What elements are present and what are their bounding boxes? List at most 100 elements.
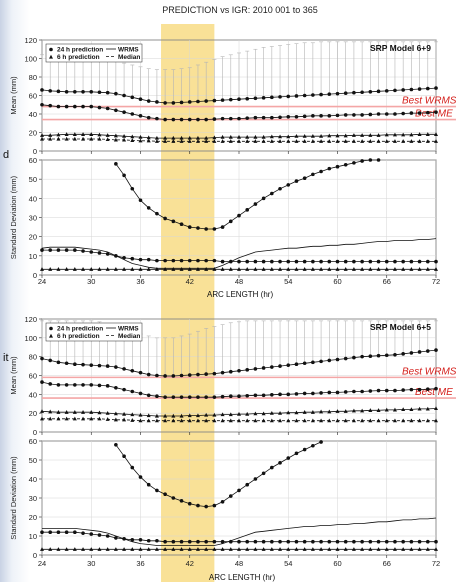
bottom-std-data-point [138,547,143,551]
bottom-mean-data-point [311,360,315,365]
top-mean-data-point [212,139,217,143]
bottom-mean-data-point [113,417,118,422]
top-std-data-point [351,267,356,271]
bottom-mean-data-point [130,389,135,394]
top-std-data-point [335,164,340,169]
bottom-mean-data-point [228,412,233,417]
top-mean-data-point [228,139,233,143]
bottom-std-data-point [212,539,217,544]
top-mean-tick-label-y: 60 [29,92,37,101]
top-mean-data-point [278,95,282,99]
top-mean-data-point [196,99,200,104]
top-std-data-point [343,162,348,167]
top-std-data-point [327,259,332,264]
bottom-mean-data-point [245,411,250,416]
top-std-data-point [327,267,332,271]
top-std-data-point [187,225,192,229]
top-mean-data-point [294,139,299,143]
bottom-mean-data-point [130,368,135,373]
top-mean-data-point [302,134,307,138]
top-std-data-point [368,267,373,271]
x-tick-label: 30 [87,277,95,286]
top-mean-data-point [261,134,266,139]
top-std-data-point [237,213,241,218]
bottom-std-tick-label-y: 10 [29,532,37,541]
bottom-mean-data-point [302,418,307,423]
bottom-mean-data-point [294,362,299,367]
top-mean-data-point [327,139,332,143]
top-mean-data-point [146,99,151,103]
bottom-std-data-point [155,538,159,543]
legend-label: 6 h prediction [57,54,100,61]
bottom-std-data-point [220,547,225,551]
top-mean-data-point [220,98,225,102]
bottom-mean-data-point [138,370,143,375]
top-mean-data-point [434,86,438,90]
bottom-mean-data-point [376,388,381,393]
bottom-mean-data-point [368,389,373,393]
top-mean-data-point [261,96,266,100]
bottom-std-data-point [105,534,110,538]
top-mean-data-point [360,113,364,117]
top-std-data-point [89,250,94,254]
top-mean-data-point [138,138,143,143]
bottom-mean-data-point [72,416,77,421]
bottom-mean-data-point [253,411,258,416]
bottom-mean-data-point [163,418,168,423]
bottom-mean-data-point [425,349,430,353]
bottom-std-data-point [195,547,200,551]
legend-label: 24 h prediction [57,326,103,333]
bottom-mean-data-point [327,409,332,414]
bottom-mean-data-point [146,393,151,398]
bottom-mean-data-point [319,359,323,364]
bottom-mean-data-point [351,418,356,423]
top-mean-data-point [64,136,69,141]
bottom-mean-data-point [319,391,323,395]
top-mean-data-point [130,138,135,142]
bottom-mean-data-point [335,390,340,395]
top-mean-tick-label-y: 100 [24,55,37,64]
bottom-mean-data-point [384,418,389,423]
bottom-std-tick-label-y: 50 [29,456,37,465]
bottom-mean-data-point [179,395,184,399]
top-mean-data-point [302,114,307,119]
bottom-mean-data-point [294,410,299,415]
top-std-data-point [302,259,307,264]
bottom-mean-data-point [105,410,110,415]
top-mean-data-point [64,90,69,94]
bottom-mean-data-point [384,388,389,393]
top-mean-data-point [245,96,250,101]
top-mean-data-point [319,134,324,138]
top-mean-data-point [409,139,414,143]
bottom-mean-data-point [171,374,176,378]
bottom-mean-data-point [253,418,258,423]
bottom-std-data-point [253,477,258,481]
bottom-std-data-point [286,547,291,551]
top-mean-data-point [113,133,118,138]
bottom-std-data-point [401,547,406,551]
bottom-mean-data-point [425,418,430,423]
top-mean-data-point [360,139,365,143]
bottom-mean-tick-label-y: 0 [33,428,37,437]
bottom-mean-data-point [73,383,77,387]
top-mean-data-point [154,139,159,143]
top-mean-data-point [343,139,348,143]
top-mean-data-point [319,114,323,118]
top-std-data-point [212,267,217,271]
top-mean-data-point [368,112,373,117]
bottom-std-data-point [64,530,69,534]
top-std-data-point [171,219,176,224]
top-std-data-point [360,267,365,271]
top-mean-data-point [376,139,381,143]
top-mean-data-point [409,111,414,115]
bottom-std-data-point [72,547,77,551]
bottom-mean-data-point [278,392,282,397]
bottom-mean-data-point [417,406,422,411]
bottom-std-data-point [319,539,323,544]
top-mean-data-point [237,134,241,139]
bottom-std-data-point [48,530,53,534]
x-tick-label: 60 [333,559,341,568]
top-std-data-point [393,259,397,264]
legend-label: 24 h prediction [57,47,103,54]
